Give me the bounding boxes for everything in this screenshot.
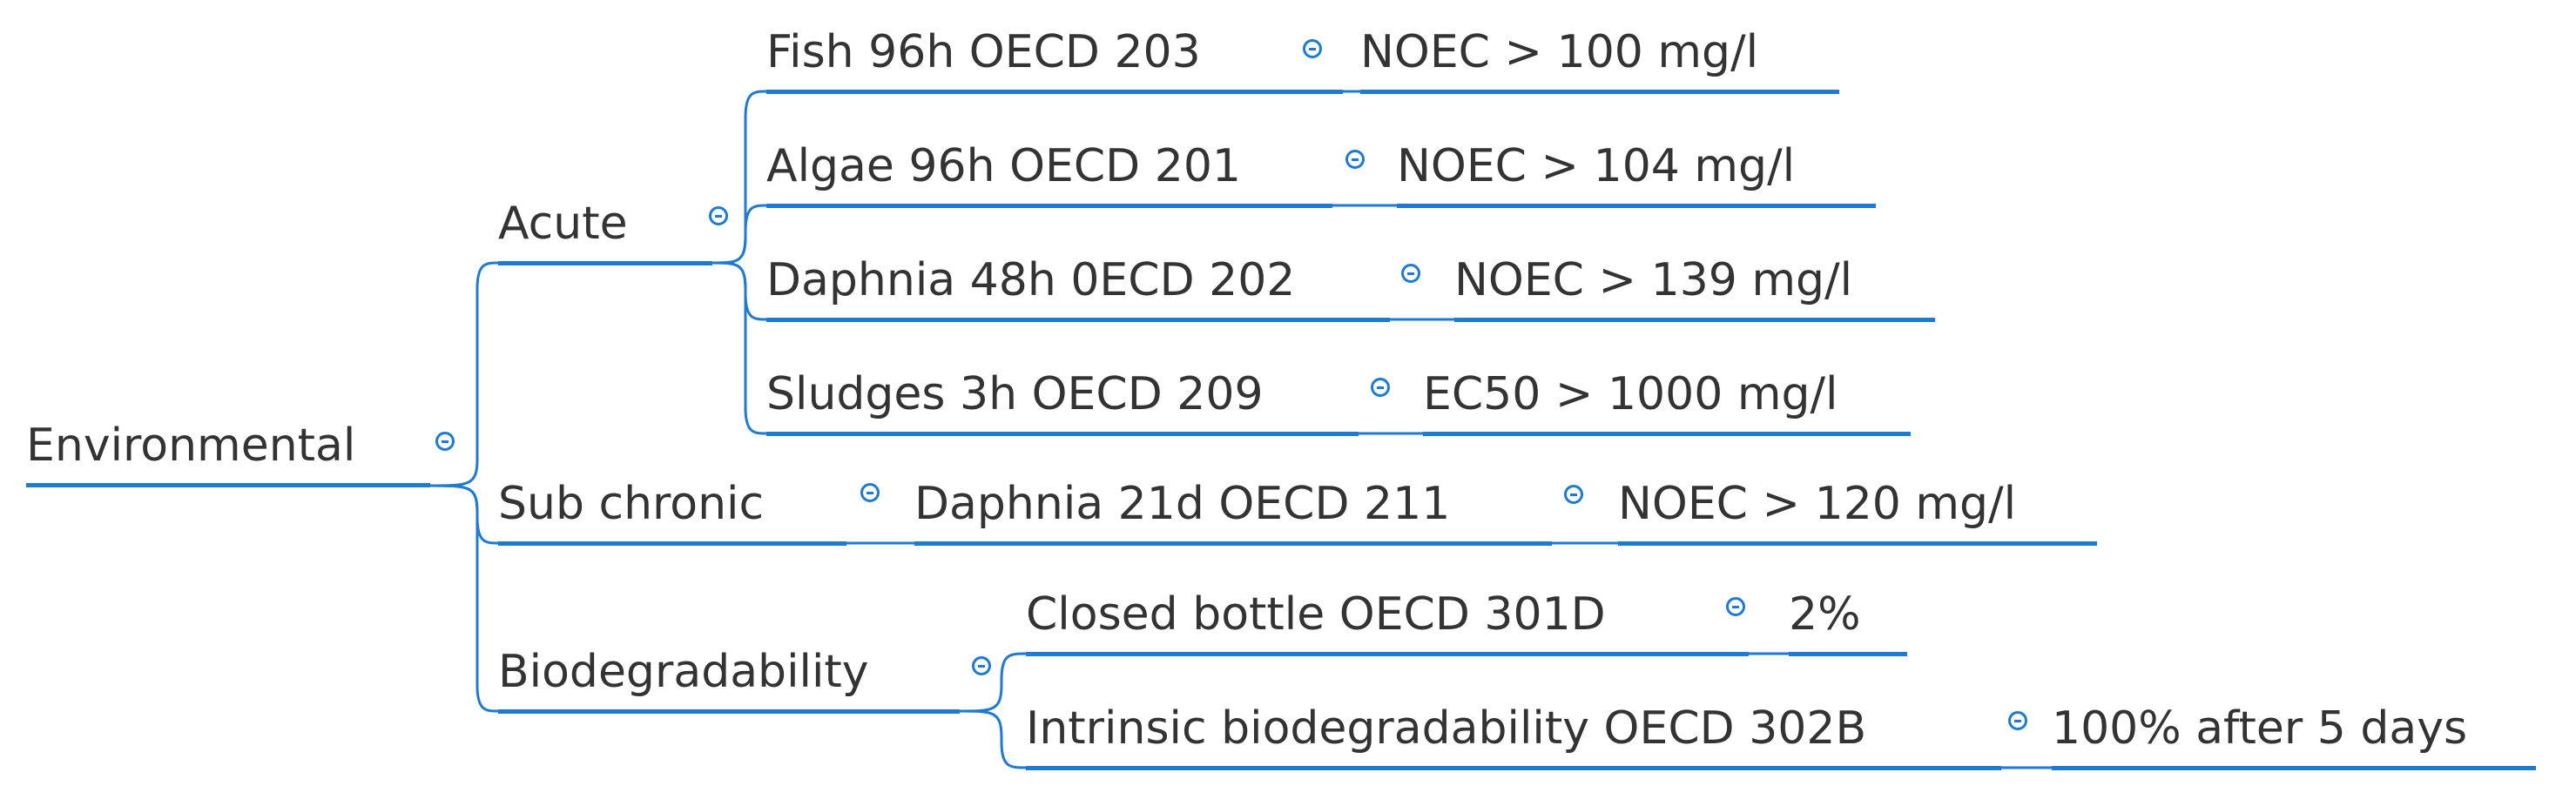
node-intrinsic-test[interactable]: Intrinsic biodegradability OECD 302B — [1026, 702, 2001, 770]
collapse-icon[interactable] — [972, 656, 991, 675]
connector-environmental-biodegradability — [429, 484, 499, 713]
node-daphnia-chronic-test[interactable]: Daphnia 21d OECD 211 — [914, 478, 1552, 546]
node-underline — [914, 541, 1552, 546]
connector-acute-sludges — [711, 261, 767, 435]
node-biodegradability[interactable]: Biodegradability — [498, 646, 960, 714]
node-sub-chronic[interactable]: Sub chronic — [498, 478, 846, 546]
node-label: Biodegradability — [498, 646, 869, 698]
node-underline — [1360, 90, 1839, 94]
node-underline — [498, 709, 960, 714]
node-label: Intrinsic biodegradability OECD 302B — [1026, 702, 1867, 755]
connector-acute-algae — [711, 204, 767, 265]
node-underline — [1789, 652, 1907, 656]
node-sludges-test[interactable]: Sludges 3h OECD 209 — [766, 368, 1359, 436]
collapse-icon[interactable] — [2008, 711, 2027, 730]
node-label: Algae 96h OECD 201 — [766, 140, 1241, 192]
node-result-label: 2% — [1789, 588, 1861, 641]
node-underline — [1026, 766, 2001, 770]
node-sludges-result[interactable]: EC50 > 1000 mg/l — [1423, 368, 1911, 436]
node-fish-result[interactable]: NOEC > 100 mg/l — [1360, 26, 1839, 94]
node-underline — [766, 204, 1332, 208]
node-label: Daphnia 48h 0ECD 202 — [766, 254, 1296, 306]
node-label: Sludges 3h OECD 209 — [766, 368, 1264, 420]
node-result-label: NOEC > 100 mg/l — [1360, 26, 1759, 78]
node-underline — [766, 90, 1343, 94]
node-result-label: NOEC > 139 mg/l — [1454, 254, 1853, 306]
collapse-icon[interactable] — [1401, 264, 1420, 283]
node-label: Closed bottle OECD 301D — [1026, 588, 1606, 641]
node-underline — [1618, 541, 2097, 546]
connector-environmental-sub-chronic — [429, 484, 499, 545]
node-underline — [1026, 652, 1749, 656]
collapse-icon[interactable] — [435, 432, 455, 451]
node-fish-test[interactable]: Fish 96h OECD 203 — [766, 26, 1343, 94]
node-label: Daphnia 21d OECD 211 — [914, 478, 1451, 530]
node-underline — [26, 483, 430, 487]
collapse-icon[interactable] — [1371, 378, 1390, 397]
node-label: Acute — [498, 198, 628, 250]
node-algae-test[interactable]: Algae 96h OECD 201 — [766, 140, 1332, 208]
node-environmental[interactable]: Environmental — [26, 420, 430, 487]
collapse-icon[interactable] — [860, 483, 880, 502]
node-underline — [766, 318, 1390, 322]
collapse-icon[interactable] — [1303, 39, 1322, 58]
node-underline — [498, 261, 712, 265]
connector-acute-daphnia — [711, 261, 767, 321]
connector-biodeg-closed-bottle — [959, 652, 1027, 713]
node-closed-bottle-test[interactable]: Closed bottle OECD 301D — [1026, 588, 1749, 656]
node-result-label: EC50 > 1000 mg/l — [1423, 368, 1838, 420]
node-underline — [498, 541, 846, 546]
node-closed-bottle-result[interactable]: 2% — [1789, 588, 1907, 656]
node-result-label: NOEC > 104 mg/l — [1397, 140, 1796, 192]
collapse-icon[interactable] — [709, 206, 728, 225]
node-underline — [1423, 432, 1911, 436]
node-label: Sub chronic — [498, 478, 765, 530]
node-result-label: 100% after 5 days — [2052, 702, 2468, 755]
connector-biodeg-intrinsic — [959, 709, 1027, 769]
node-underline — [2052, 766, 2536, 770]
node-acute[interactable]: Acute — [498, 198, 712, 265]
collapse-icon[interactable] — [1564, 485, 1583, 504]
connector-acute-fish — [711, 90, 767, 265]
collapse-icon[interactable] — [1726, 597, 1745, 616]
node-algae-result[interactable]: NOEC > 104 mg/l — [1397, 140, 1876, 208]
node-daphnia-acute-result[interactable]: NOEC > 139 mg/l — [1454, 254, 1935, 322]
node-daphnia-acute-test[interactable]: Daphnia 48h 0ECD 202 — [766, 254, 1390, 322]
node-label: Environmental — [26, 420, 356, 472]
node-intrinsic-result[interactable]: 100% after 5 days — [2052, 702, 2536, 770]
node-underline — [1454, 318, 1935, 322]
node-underline — [766, 432, 1359, 436]
node-daphnia-chronic-result[interactable]: NOEC > 120 mg/l — [1618, 478, 2097, 546]
collapse-icon[interactable] — [1345, 150, 1365, 169]
node-result-label: NOEC > 120 mg/l — [1618, 478, 2017, 530]
node-label: Fish 96h OECD 203 — [766, 26, 1201, 78]
node-underline — [1397, 204, 1876, 208]
connector-environmental-acute — [429, 261, 499, 487]
